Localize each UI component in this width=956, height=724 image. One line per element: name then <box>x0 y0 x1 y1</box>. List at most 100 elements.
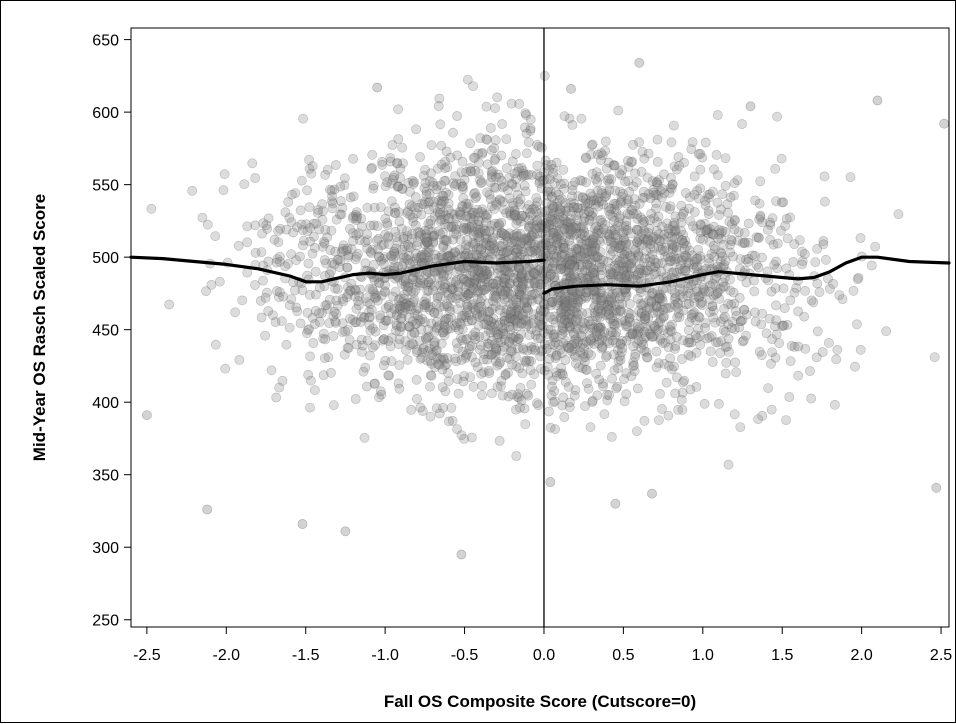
scatter-point <box>486 145 497 156</box>
scatter-point <box>475 228 485 238</box>
scatter-point <box>398 250 409 261</box>
scatter-point <box>578 352 589 363</box>
scatter-point <box>378 334 389 345</box>
scatter-point <box>473 215 484 226</box>
scatter-point <box>655 302 666 313</box>
scatter-point <box>729 190 739 201</box>
scatter-point <box>678 377 688 388</box>
scatter-point <box>597 342 608 353</box>
scatter-point <box>561 274 572 284</box>
scatter-point <box>800 343 811 354</box>
scatter-point <box>399 240 410 251</box>
scatter-point <box>427 177 438 188</box>
scatter-point <box>545 270 556 280</box>
scatter-point <box>435 280 446 291</box>
scatter-point <box>619 396 630 407</box>
scatter-point <box>218 185 229 196</box>
scatter-point <box>720 342 731 353</box>
scatter-point <box>292 222 302 233</box>
scatter-point <box>536 304 546 315</box>
scatter-point <box>676 211 687 222</box>
scatter-point <box>141 410 152 421</box>
scatter-point <box>678 305 689 316</box>
scatter-point <box>485 327 496 338</box>
scatter-point <box>348 153 358 164</box>
scatter-point <box>741 309 752 320</box>
scatter-point <box>486 172 497 182</box>
scatter-point <box>709 221 719 232</box>
scatter-point <box>442 287 453 298</box>
scatter-point <box>629 360 639 371</box>
scatter-point <box>322 232 332 243</box>
scatter-point <box>349 291 360 302</box>
scatter-point <box>597 332 608 342</box>
scatter-point <box>369 292 380 303</box>
scatter-point <box>619 235 629 246</box>
scatter-point <box>274 287 285 297</box>
scatter-point <box>451 213 462 224</box>
scatter-point <box>704 332 715 343</box>
scatter-point <box>522 388 532 399</box>
scatter-point <box>443 376 454 387</box>
scatter-point <box>665 182 676 193</box>
scatter-point <box>587 315 598 326</box>
scatter-point <box>593 234 604 245</box>
scatter-point <box>440 386 451 397</box>
scatter-point <box>451 318 462 329</box>
x-tick-label: 2.5 <box>930 647 952 664</box>
scatter-point <box>559 111 570 122</box>
scatter-point <box>409 308 420 319</box>
scatter-point <box>580 293 591 303</box>
scatter-point <box>564 343 575 354</box>
scatter-point <box>460 218 471 229</box>
scatter-point <box>729 298 740 309</box>
scatter-point <box>490 153 501 164</box>
scatter-point <box>511 302 521 313</box>
scatter-point <box>518 343 528 353</box>
scatter-point <box>636 308 647 319</box>
scatter-point <box>523 234 533 245</box>
scatter-point <box>537 268 548 278</box>
scatter-point <box>485 177 496 188</box>
scatter-point <box>545 213 555 224</box>
scatter-point <box>400 302 411 313</box>
scatter-point <box>560 302 571 312</box>
scatter-point <box>725 239 736 250</box>
scatter-point <box>483 349 494 360</box>
scatter-point <box>595 360 606 371</box>
scatter-point <box>402 354 413 365</box>
scatter-point <box>490 291 501 302</box>
scatter-point <box>592 291 602 302</box>
scatter-point <box>663 342 674 353</box>
scatter-point <box>297 519 308 529</box>
scatter-point <box>355 284 365 295</box>
scatter-point <box>389 248 399 259</box>
scatter-point <box>462 225 473 236</box>
scatter-point <box>322 303 333 314</box>
scatter-point <box>631 177 642 188</box>
scatter-point <box>757 410 768 421</box>
scatter-point <box>554 209 564 219</box>
scatter-point <box>420 239 430 250</box>
scatter-point <box>467 237 478 248</box>
scatter-point <box>535 333 546 344</box>
scatter-point <box>640 313 650 324</box>
scatter-point <box>567 191 577 202</box>
scatter-point <box>793 306 803 317</box>
scatter-point <box>395 163 406 174</box>
scatter-point <box>587 208 598 218</box>
scatter-point <box>435 229 446 239</box>
scatter-point <box>507 294 518 305</box>
scatter-point <box>600 145 611 156</box>
scatter-point <box>260 292 271 303</box>
scatter-point <box>380 213 391 224</box>
scatter-point <box>590 286 601 297</box>
scatter-point <box>451 267 462 278</box>
scatter-point <box>576 251 586 262</box>
scatter-point <box>700 195 710 206</box>
scatter-point <box>277 375 288 386</box>
scatter-point <box>604 297 615 308</box>
scatter-point <box>571 358 581 369</box>
scatter-point <box>566 240 576 251</box>
scatter-point <box>624 331 635 342</box>
